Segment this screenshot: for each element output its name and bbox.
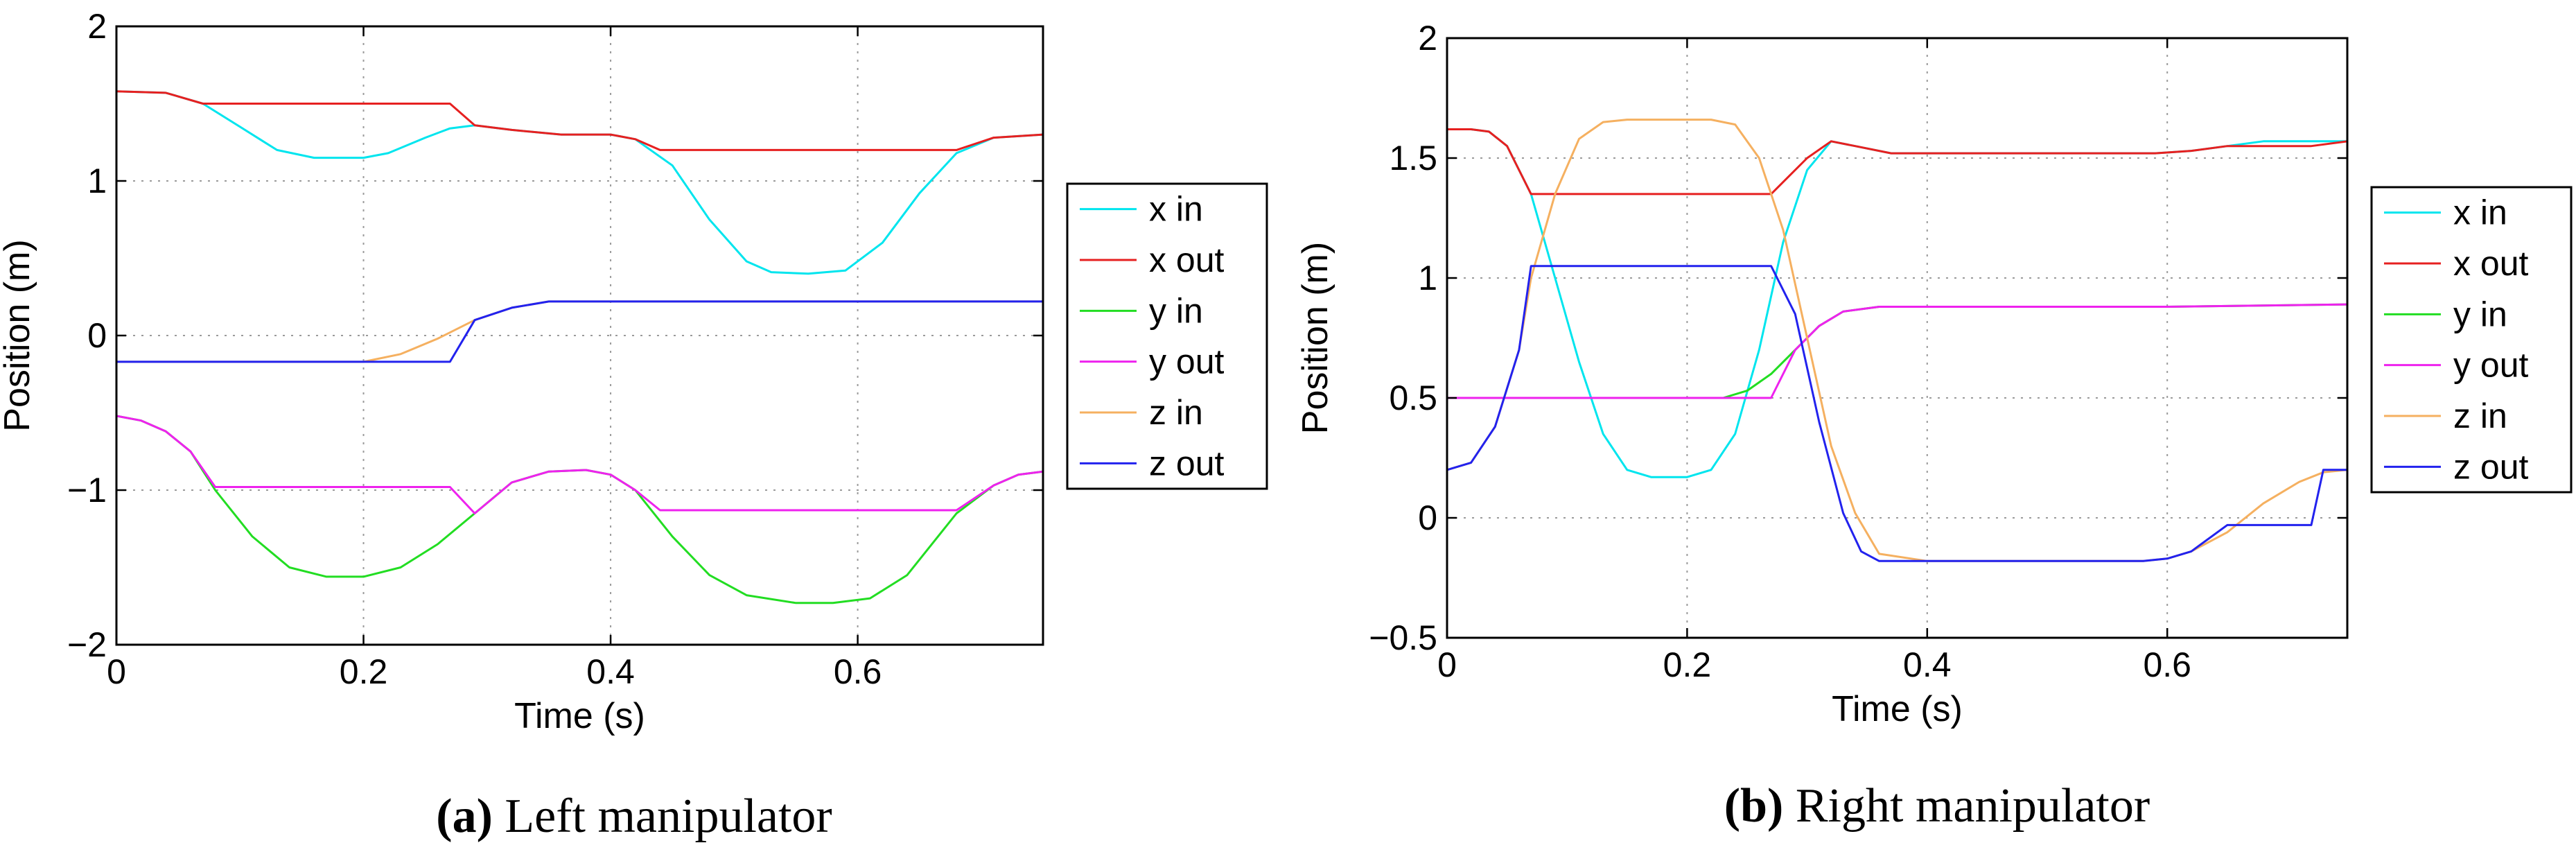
y-tick-label: −0.5 bbox=[1369, 618, 1437, 657]
y-tick-label: 1 bbox=[87, 162, 107, 200]
legend: x in x out y in y out z in z out bbox=[1066, 182, 1268, 490]
series-line-y-out bbox=[1447, 303, 2347, 399]
legend-label-x-out: x out bbox=[2453, 244, 2529, 283]
axes-box bbox=[1446, 37, 2349, 639]
series-line-z-in bbox=[1447, 119, 2347, 562]
x-tick-label: 0.4 bbox=[1903, 645, 1952, 684]
y-tick-label: 2 bbox=[87, 7, 107, 46]
legend-label-y-out: y out bbox=[1149, 342, 1225, 381]
y-tick-label: −2 bbox=[67, 625, 107, 664]
legend-label-z-out: z out bbox=[1149, 444, 1225, 482]
y-tick-label: −1 bbox=[67, 471, 107, 510]
legend-label-y-out: y out bbox=[2453, 346, 2529, 385]
series-line-x-out bbox=[1447, 128, 2347, 195]
series-line-x-out bbox=[116, 90, 1043, 151]
series-line-z-out bbox=[1447, 265, 2347, 562]
legend-label-y-in: y in bbox=[1149, 291, 1203, 330]
x-tick-label: 0.6 bbox=[834, 652, 882, 691]
x-tick-label: 0 bbox=[107, 652, 126, 691]
figure-caption: (b) Right manipulator bbox=[1724, 779, 2150, 833]
left-manipulator-panel: 0 0.2 0.4 0.6 −2 −1 0 1 2 Time (s) Position (m) x i… bbox=[0, 7, 1268, 843]
legend-box bbox=[2370, 186, 2573, 494]
caption-text: Right manipulator bbox=[1783, 779, 2150, 833]
x-tick-label: 0 bbox=[1437, 645, 1457, 684]
legend-box bbox=[1066, 182, 1268, 490]
y-tick-label: 1.5 bbox=[1389, 139, 1437, 177]
plot-area bbox=[1447, 38, 2347, 638]
caption-label: (a) bbox=[436, 790, 493, 843]
y-axis-label: Position (m) bbox=[1295, 242, 1335, 434]
caption-label: (b) bbox=[1724, 779, 1784, 833]
series-line-z-out bbox=[116, 300, 1043, 363]
figure-caption: (a) Left manipulator bbox=[436, 790, 832, 843]
caption-text: Left manipulator bbox=[493, 790, 832, 843]
y-axis-label: Position (m) bbox=[0, 239, 37, 431]
y-tick-label: 2 bbox=[1418, 19, 1437, 58]
series-group bbox=[116, 90, 1043, 605]
legend-label-y-in: y in bbox=[2453, 295, 2507, 333]
x-tick-label: 0.2 bbox=[340, 652, 388, 691]
legend: x in x out y in y out z in z out bbox=[2370, 186, 2573, 494]
y-tick-label: 0.5 bbox=[1389, 379, 1437, 417]
legend-label-x-out: x out bbox=[1149, 241, 1225, 279]
x-tick-label: 0.4 bbox=[586, 652, 635, 691]
y-tick-label: 0 bbox=[1418, 498, 1437, 537]
plot-area bbox=[116, 26, 1043, 645]
legend-label-z-out: z out bbox=[2453, 447, 2529, 486]
y-tick-label: 0 bbox=[87, 316, 107, 355]
legend-label-z-in: z in bbox=[2453, 397, 2507, 435]
series-line-y-out bbox=[116, 415, 1043, 514]
series-group bbox=[1447, 119, 2347, 562]
x-tick-label: 0.2 bbox=[1663, 645, 1712, 684]
legend-label-x-in: x in bbox=[2453, 193, 2507, 232]
x-axis-label: Time (s) bbox=[1832, 689, 1963, 729]
x-axis-label: Time (s) bbox=[514, 696, 645, 736]
legend-label-x-in: x in bbox=[1149, 190, 1203, 229]
y-tick-label: 1 bbox=[1418, 259, 1437, 297]
x-tick-label: 0.6 bbox=[2143, 645, 2191, 684]
legend-label-z-in: z in bbox=[1149, 393, 1203, 432]
